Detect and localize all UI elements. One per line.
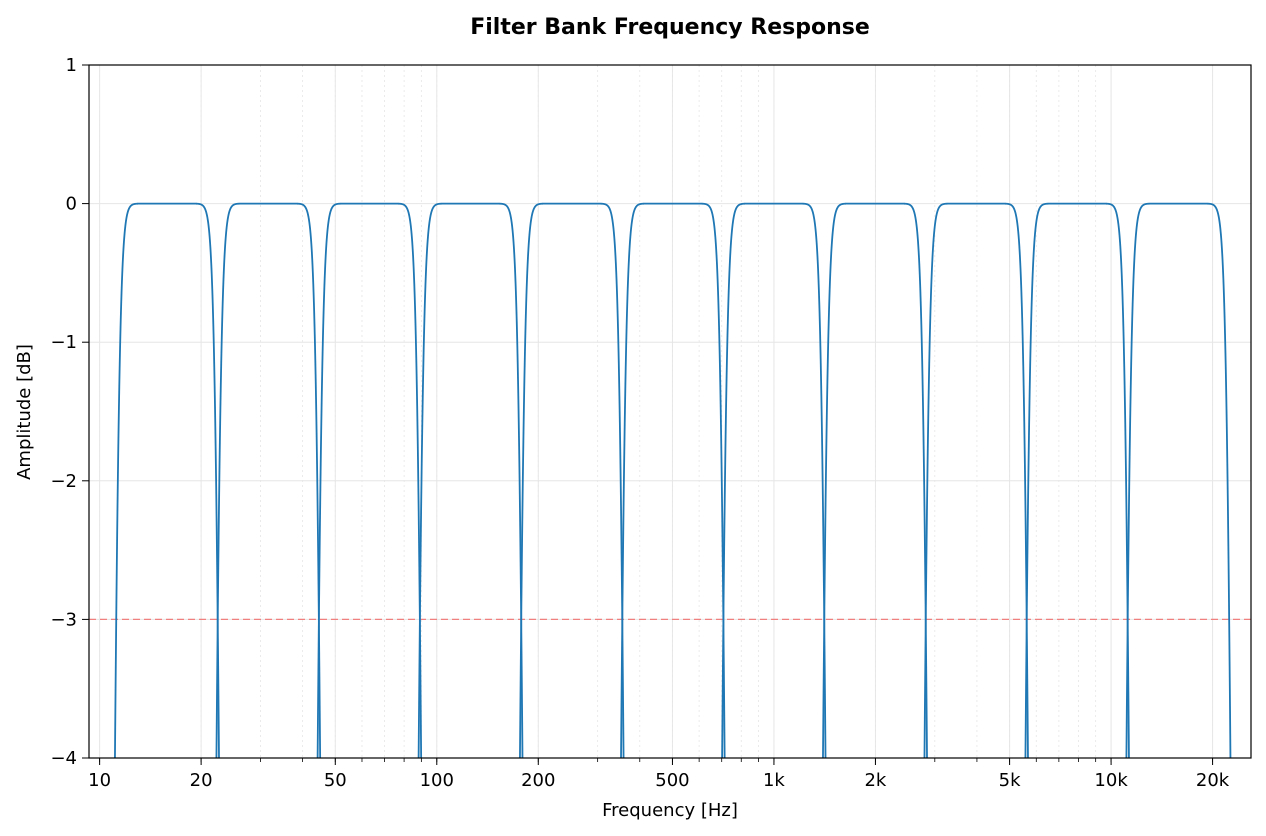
x-axis-label: Frequency [Hz]	[602, 800, 738, 821]
y-tick-label: −3	[50, 609, 77, 630]
band-response-10	[1024, 202, 1130, 759]
x-tick-label: 10	[88, 770, 111, 791]
x-tick-label: 20k	[1196, 770, 1230, 791]
band-response-2	[215, 202, 322, 759]
band-response-8	[822, 202, 928, 759]
chart-title: Filter Bank Frequency Response	[470, 15, 870, 40]
band-response-4	[417, 202, 524, 759]
y-tick-label: −1	[50, 332, 77, 353]
band-response-1	[114, 202, 220, 759]
x-tick-label: 10k	[1094, 770, 1128, 791]
x-tick-label: 200	[521, 770, 555, 791]
x-tick-label: 2k	[864, 770, 886, 791]
plot-frame	[88, 64, 1252, 759]
y-tick-label: 1	[66, 55, 77, 76]
band-response-9	[923, 202, 1029, 759]
y-axis-label: Amplitude [dB]	[14, 344, 35, 480]
band-response-5	[519, 202, 625, 759]
y-tick-label: 0	[66, 194, 77, 215]
band-response-6	[620, 202, 726, 759]
x-tick-label: 50	[324, 770, 347, 791]
x-tick-label: 100	[420, 770, 454, 791]
series-layer	[114, 202, 1232, 759]
x-tick-label: 500	[655, 770, 689, 791]
y-tick-label: −4	[50, 748, 77, 769]
band-response-3	[316, 202, 423, 759]
band-response-11	[1125, 202, 1232, 759]
y-tick-label: −2	[50, 471, 77, 492]
grid	[89, 64, 1251, 759]
x-tick-label: 5k	[999, 770, 1021, 791]
x-tick-label: 1k	[763, 770, 785, 791]
band-response-7	[721, 202, 827, 759]
x-tick-label: 20	[190, 770, 213, 791]
